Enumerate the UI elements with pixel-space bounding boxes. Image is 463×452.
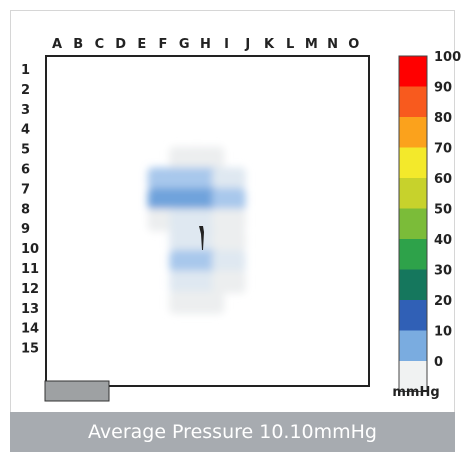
column-label-f: F (159, 37, 168, 52)
colorbar-tick-20: 20 (434, 294, 452, 309)
column-label-h: H (200, 37, 211, 52)
colorbar-segment-80 (399, 117, 427, 148)
colorbar-segment-100 (399, 56, 427, 87)
colorbar-tick-50: 50 (434, 203, 452, 218)
colorbar-tick-90: 90 (434, 81, 452, 96)
colorbar-tick-60: 60 (434, 172, 452, 187)
column-label-j: J (244, 37, 250, 52)
colorbar-segment-70 (399, 147, 427, 178)
row-label-13: 13 (21, 302, 39, 317)
column-label-d: D (115, 37, 126, 52)
colorbar-tick-30: 30 (434, 264, 452, 279)
colorbar-tick-100: 100 (434, 50, 461, 65)
column-label-o: O (348, 37, 359, 52)
heat-cell-h5 (190, 146, 225, 170)
heat-cell-i6 (212, 167, 246, 190)
column-label-i: I (224, 37, 229, 52)
row-label-12: 12 (21, 282, 39, 297)
colorbar-outline (398, 55, 428, 392)
heat-cell-i9 (212, 229, 246, 252)
row-label-10: 10 (21, 242, 39, 257)
heat-cell-i10 (212, 250, 246, 273)
colorbar-tick-0: 0 (434, 355, 443, 370)
colorbar-segment-90 (399, 86, 427, 117)
colorbar-segment-10 (399, 330, 427, 361)
colorbar-tick-70: 70 (434, 142, 452, 157)
row-label-9: 9 (21, 222, 30, 237)
column-label-b: B (73, 37, 83, 52)
colorbar-segment-30 (399, 269, 427, 300)
colorbar-tick-40: 40 (434, 233, 452, 248)
probe-marker (199, 226, 204, 250)
row-label-1: 1 (21, 63, 30, 78)
scale-indicator-box (44, 380, 110, 402)
column-label-g: G (179, 37, 190, 52)
row-label-3: 3 (21, 103, 30, 118)
row-label-15: 15 (21, 342, 39, 357)
colorbar-segment-20 (399, 300, 427, 331)
heat-cell-i8 (212, 208, 246, 232)
colorbar-segment-0 (399, 361, 427, 392)
row-label-4: 4 (21, 123, 30, 138)
row-label-5: 5 (21, 143, 30, 158)
column-label-c: C (95, 37, 105, 52)
heat-cell-i7 (212, 188, 246, 211)
colorbar-unit-label: mmHg (392, 385, 439, 400)
row-label-11: 11 (21, 262, 39, 277)
column-label-k: K (264, 37, 275, 52)
colorbar-segment-50 (399, 208, 427, 239)
heat-cell-i11 (212, 270, 246, 294)
column-label-l: L (286, 37, 294, 52)
colorbar-tick-80: 80 (434, 111, 452, 126)
colorbar-segment-40 (399, 239, 427, 270)
average-pressure-caption: Average Pressure 10.10mmHg (10, 412, 455, 452)
column-label-n: N (327, 37, 338, 52)
column-label-a: A (52, 37, 62, 52)
row-label-14: 14 (21, 322, 39, 337)
column-label-m: M (305, 37, 318, 52)
row-label-7: 7 (21, 182, 30, 197)
column-label-e: E (137, 37, 146, 52)
row-label-6: 6 (21, 163, 30, 178)
average-pressure-text: Average Pressure 10.10mmHg (88, 421, 377, 443)
colorbar-tick-10: 10 (434, 325, 452, 340)
colorbar-segment-60 (399, 178, 427, 209)
heat-cell-h12 (190, 291, 225, 314)
row-label-2: 2 (21, 83, 30, 98)
row-label-8: 8 (21, 202, 30, 217)
